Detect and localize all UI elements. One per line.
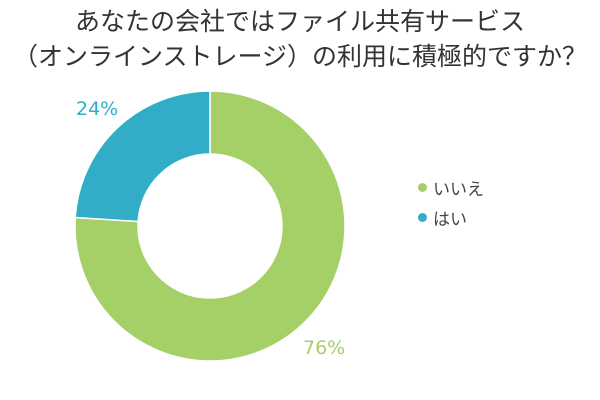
chart-title-line-2: （オンラインストレージ）の利用に積極的ですか？ bbox=[12, 42, 587, 71]
legend-item-hai: はい bbox=[418, 202, 484, 232]
slice-label-hai: 24% bbox=[76, 98, 119, 120]
legend-label-iie: いいえ bbox=[433, 179, 484, 200]
legend-item-iie: いいえ bbox=[418, 172, 484, 202]
chart-title: あなたの会社ではファイル共有サービス （オンラインストレージ）の利用に積極的です… bbox=[0, 4, 600, 74]
legend-label-hai: はい bbox=[433, 209, 467, 230]
donut-slice-hai bbox=[74, 90, 211, 223]
donut-slice-iie bbox=[74, 90, 346, 362]
legend-swatch-iie bbox=[418, 182, 427, 192]
donut-slices bbox=[74, 90, 346, 362]
chart-title-line-1: あなたの会社ではファイル共有サービス bbox=[74, 7, 525, 36]
slice-label-iie: 76% bbox=[303, 337, 346, 359]
chart-legend: いいえ はい bbox=[418, 172, 484, 232]
legend-swatch-hai bbox=[418, 212, 427, 222]
